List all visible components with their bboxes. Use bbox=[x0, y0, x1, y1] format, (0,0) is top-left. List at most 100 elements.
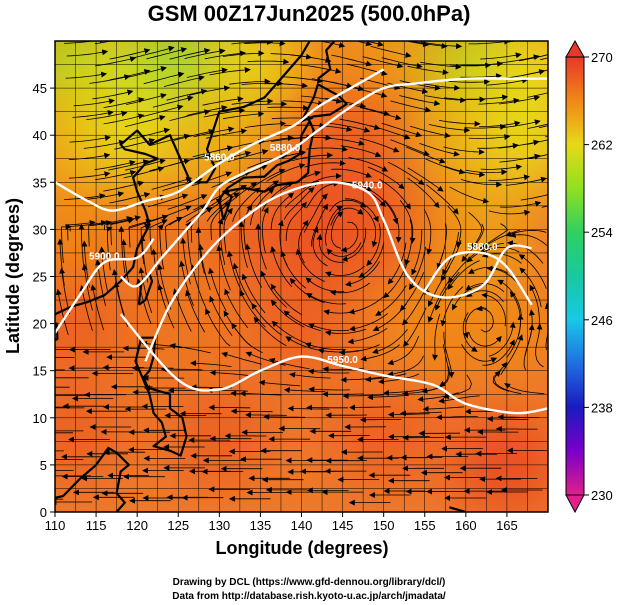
streamline-169 bbox=[185, 289, 206, 333]
streamline-38 bbox=[95, 170, 137, 181]
streamline-273 bbox=[281, 76, 324, 84]
streamline-523 bbox=[498, 139, 540, 149]
streamline-17 bbox=[69, 135, 111, 143]
streamline-473 bbox=[442, 232, 459, 276]
streamline-435 bbox=[420, 61, 462, 70]
streamline-574 bbox=[541, 27, 581, 37]
colorbar-tick-label: 246 bbox=[591, 313, 613, 328]
streamline-133 bbox=[169, 109, 211, 121]
colorbar-ticks: 270 262 254 246 238 230 bbox=[584, 50, 613, 503]
streamline-355 bbox=[329, 282, 371, 296]
streamline-213 bbox=[209, 369, 252, 377]
streamline-157 bbox=[188, 85, 231, 96]
streamline-559 bbox=[544, 302, 548, 351]
streamline-459 bbox=[439, 36, 480, 38]
streamline-56 bbox=[98, 246, 109, 294]
streamline-433 bbox=[424, 95, 467, 104]
streamline-397 bbox=[365, 373, 407, 383]
wind-streamlines bbox=[55, 27, 581, 506]
credit-line-2: Data from http://database.rish.kyoto-u.a… bbox=[172, 591, 446, 602]
streamline-565 bbox=[505, 229, 547, 237]
streamline-112 bbox=[143, 71, 185, 85]
streamline-383 bbox=[379, 178, 411, 210]
streamline-203 bbox=[231, 98, 274, 105]
streamline-80 bbox=[118, 225, 126, 274]
streamline-200 bbox=[227, 149, 269, 163]
coastline-1 bbox=[218, 119, 315, 221]
streamline-478 bbox=[464, 123, 507, 130]
x-tick-label: 120 bbox=[126, 518, 148, 533]
contour-label-1: 5860.0 bbox=[204, 152, 235, 163]
colorbar-bar bbox=[565, 56, 585, 496]
streamline-418 bbox=[387, 411, 430, 418]
coastline-4 bbox=[137, 272, 154, 306]
streamline-32 bbox=[81, 263, 93, 311]
contour-line-0 bbox=[119, 77, 548, 288]
streamline-215 bbox=[224, 288, 249, 329]
streamline-512 bbox=[500, 334, 524, 376]
streamline-136 bbox=[169, 47, 211, 60]
streamline-536 bbox=[524, 309, 535, 356]
streamline-305 bbox=[289, 371, 331, 379]
streamline-327 bbox=[308, 386, 351, 393]
streamline-236 bbox=[221, 351, 262, 365]
streamline-422 bbox=[387, 335, 420, 366]
streamline-524 bbox=[499, 119, 541, 129]
streamline-274 bbox=[290, 54, 332, 64]
streamline-110 bbox=[142, 104, 184, 117]
streamline-458 bbox=[449, 62, 492, 69]
streamline-147 bbox=[179, 260, 194, 306]
streamline-420 bbox=[378, 373, 420, 385]
streamline-344 bbox=[365, 41, 384, 47]
streamline-57 bbox=[106, 226, 113, 271]
colorbar-top-triangle bbox=[565, 39, 585, 58]
streamline-294 bbox=[311, 124, 353, 132]
streamline-389 bbox=[381, 57, 423, 69]
streamline-104 bbox=[149, 219, 168, 254]
streamline-475 bbox=[460, 179, 503, 188]
streamline-179 bbox=[203, 107, 246, 118]
streamline-562 bbox=[518, 254, 547, 289]
streamline-363 bbox=[370, 125, 411, 140]
streamline-11 bbox=[61, 223, 72, 264]
streamline-245 bbox=[266, 163, 306, 182]
streamline-90 bbox=[133, 45, 175, 58]
streamline-376 bbox=[347, 327, 388, 345]
streamline-387 bbox=[390, 100, 432, 113]
streamline-470 bbox=[440, 286, 464, 327]
streamline-357 bbox=[326, 242, 362, 257]
streamline-405 bbox=[399, 200, 416, 244]
streamline-474 bbox=[468, 211, 482, 250]
contour-line-5 bbox=[423, 250, 533, 306]
streamline-131 bbox=[169, 153, 210, 166]
x-tick-label: 130 bbox=[208, 518, 230, 533]
streamline-126 bbox=[157, 223, 164, 270]
streamline-525 bbox=[498, 95, 541, 105]
streamline-361 bbox=[367, 166, 405, 190]
streamline-488 bbox=[438, 395, 480, 404]
streamline-297 bbox=[300, 64, 342, 74]
streamline-193 bbox=[208, 267, 227, 312]
streamline-102 bbox=[139, 235, 149, 283]
streamline-428 bbox=[423, 209, 433, 255]
streamline-101 bbox=[138, 267, 153, 314]
streamline-156 bbox=[186, 105, 228, 116]
streamline-408 bbox=[406, 146, 446, 164]
height-contours: 5880.0 5860.0 5940.0 5900.0 5950.0 5880.0 bbox=[55, 68, 548, 415]
streamline-22 bbox=[64, 41, 106, 44]
streamline-197 bbox=[232, 187, 261, 222]
x-tick-label: 155 bbox=[414, 518, 436, 533]
streamline-560 bbox=[529, 284, 540, 331]
streamline-105 bbox=[151, 205, 192, 221]
y-tick-label: 0 bbox=[40, 505, 47, 520]
streamline-202 bbox=[222, 111, 265, 120]
streamline-331 bbox=[305, 292, 346, 305]
streamline-217 bbox=[226, 250, 244, 296]
x-tick-label: 150 bbox=[373, 518, 395, 533]
streamline-67 bbox=[109, 48, 151, 60]
x-tick-label: 110 bbox=[45, 518, 66, 533]
streamline-423 bbox=[402, 307, 427, 348]
streamline-570 bbox=[539, 125, 548, 129]
streamline-134 bbox=[166, 88, 208, 101]
streamline-522 bbox=[499, 153, 541, 163]
